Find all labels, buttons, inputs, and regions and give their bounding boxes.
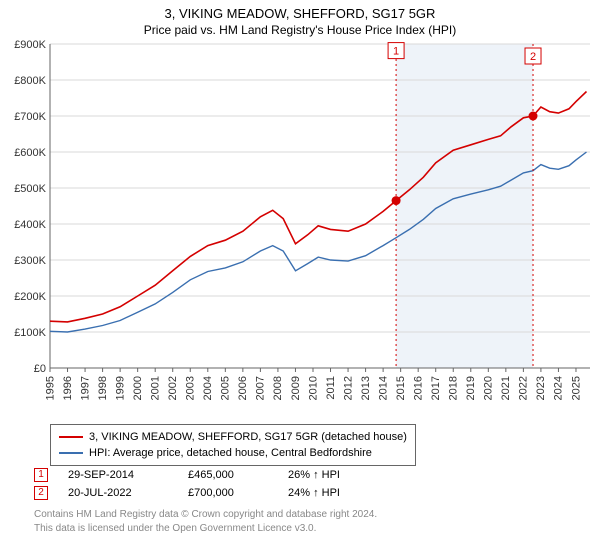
- svg-text:2007: 2007: [255, 376, 267, 400]
- svg-text:2009: 2009: [290, 376, 302, 400]
- svg-text:£800K: £800K: [14, 75, 46, 87]
- transaction-price-2: £700,000: [188, 484, 268, 502]
- transaction-delta-1: 26% ↑ HPI: [288, 466, 378, 484]
- svg-text:2024: 2024: [553, 376, 565, 400]
- svg-text:2: 2: [530, 51, 536, 63]
- svg-text:2015: 2015: [395, 376, 407, 400]
- svg-text:1999: 1999: [114, 376, 126, 400]
- svg-text:2023: 2023: [535, 376, 547, 400]
- svg-text:£600K: £600K: [14, 147, 46, 159]
- legend-label-1: 3, VIKING MEADOW, SHEFFORD, SG17 5GR (de…: [89, 429, 407, 445]
- svg-text:£900K: £900K: [14, 39, 46, 51]
- legend-row-2: HPI: Average price, detached house, Cent…: [59, 445, 407, 461]
- svg-text:1: 1: [393, 46, 399, 58]
- svg-text:£500K: £500K: [14, 183, 46, 195]
- svg-text:2010: 2010: [307, 376, 319, 400]
- footer-attribution: Contains HM Land Registry data © Crown c…: [34, 508, 377, 536]
- svg-text:2016: 2016: [412, 376, 424, 400]
- svg-text:2013: 2013: [360, 376, 372, 400]
- transaction-marker-1: 1: [34, 468, 48, 482]
- legend-box: 3, VIKING MEADOW, SHEFFORD, SG17 5GR (de…: [50, 424, 416, 466]
- svg-text:£300K: £300K: [14, 255, 46, 267]
- transaction-delta-2: 24% ↑ HPI: [288, 484, 378, 502]
- legend-swatch-2: [59, 452, 83, 454]
- svg-text:2019: 2019: [465, 376, 477, 400]
- svg-text:2001: 2001: [149, 376, 161, 400]
- svg-text:2003: 2003: [185, 376, 197, 400]
- svg-text:2004: 2004: [202, 376, 214, 400]
- svg-text:£0: £0: [34, 363, 46, 375]
- svg-text:2006: 2006: [237, 376, 249, 400]
- svg-text:2011: 2011: [325, 376, 337, 400]
- svg-text:2021: 2021: [500, 376, 512, 400]
- transaction-marker-2: 2: [34, 486, 48, 500]
- svg-text:£700K: £700K: [14, 111, 46, 123]
- transaction-date-1: 29-SEP-2014: [68, 466, 168, 484]
- transaction-row-1: 1 29-SEP-2014 £465,000 26% ↑ HPI: [34, 466, 378, 484]
- legend-label-2: HPI: Average price, detached house, Cent…: [89, 445, 372, 461]
- chart-title: 3, VIKING MEADOW, SHEFFORD, SG17 5GR: [0, 0, 600, 21]
- transaction-price-1: £465,000: [188, 466, 268, 484]
- svg-text:1995: 1995: [44, 376, 56, 400]
- transaction-row-2: 2 20-JUL-2022 £700,000 24% ↑ HPI: [34, 484, 378, 502]
- transactions-table: 1 29-SEP-2014 £465,000 26% ↑ HPI 2 20-JU…: [34, 466, 378, 502]
- transaction-date-2: 20-JUL-2022: [68, 484, 168, 502]
- svg-text:2005: 2005: [220, 376, 232, 400]
- svg-text:1998: 1998: [97, 376, 109, 400]
- svg-text:£200K: £200K: [14, 291, 46, 303]
- footer-line-2: This data is licensed under the Open Gov…: [34, 522, 377, 536]
- legend-swatch-1: [59, 436, 83, 438]
- svg-text:2008: 2008: [272, 376, 284, 400]
- svg-text:£400K: £400K: [14, 219, 46, 231]
- svg-text:2014: 2014: [377, 376, 389, 400]
- svg-text:£100K: £100K: [14, 327, 46, 339]
- svg-text:2012: 2012: [342, 376, 354, 400]
- legend-row-1: 3, VIKING MEADOW, SHEFFORD, SG17 5GR (de…: [59, 429, 407, 445]
- svg-text:2018: 2018: [448, 376, 460, 400]
- chart-area: £0 £100K £200K £300K £400K £500K £600K £700K £80…: [0, 38, 600, 418]
- chart-svg: £0 £100K £200K £300K £400K £500K £600K £700K £80…: [0, 38, 600, 418]
- svg-text:2017: 2017: [430, 376, 442, 400]
- svg-text:2000: 2000: [132, 376, 144, 400]
- svg-text:2025: 2025: [570, 376, 582, 400]
- svg-text:1997: 1997: [79, 376, 91, 400]
- svg-text:2020: 2020: [483, 376, 495, 400]
- footer-line-1: Contains HM Land Registry data © Crown c…: [34, 508, 377, 522]
- svg-text:1996: 1996: [62, 376, 74, 400]
- svg-text:2022: 2022: [518, 376, 530, 400]
- svg-text:2002: 2002: [167, 376, 179, 400]
